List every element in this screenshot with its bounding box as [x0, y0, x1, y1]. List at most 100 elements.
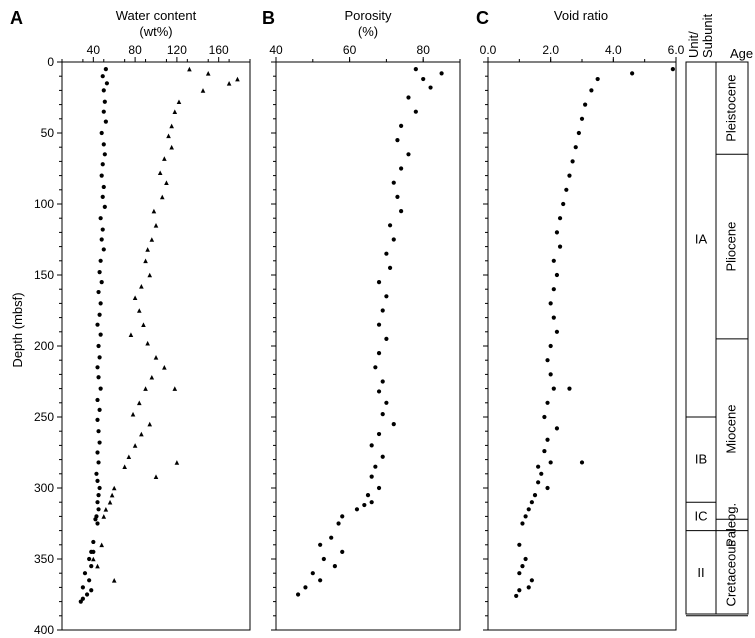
- panel-b-points: [295, 67, 444, 597]
- panel-b: Porosity (%) 40 60 80: [269, 8, 461, 631]
- y-tick-label: 400: [34, 623, 54, 637]
- triangle-point: [153, 355, 159, 360]
- circle-point: [384, 294, 389, 299]
- x-tick-label: 2.0: [542, 43, 559, 57]
- panel-letter-a: A: [10, 8, 23, 28]
- circle-point: [94, 471, 99, 476]
- circle-point: [369, 500, 374, 505]
- circle-point: [387, 223, 393, 228]
- circle-point: [439, 71, 444, 76]
- circle-point: [548, 372, 553, 377]
- circle-point: [551, 386, 556, 391]
- circle-point: [93, 517, 98, 522]
- circle-point: [670, 67, 675, 72]
- circle-point: [376, 322, 382, 327]
- y-tick-label: 100: [34, 197, 54, 211]
- triangle-point: [162, 156, 167, 161]
- circle-point: [579, 460, 585, 465]
- circle-point: [101, 109, 106, 114]
- circle-point: [406, 95, 411, 100]
- circle-point: [318, 542, 323, 547]
- y-tick-label: 150: [34, 268, 54, 282]
- circle-point: [98, 216, 103, 221]
- circle-point: [95, 450, 100, 455]
- circle-point: [542, 448, 547, 454]
- circle-point: [102, 99, 107, 104]
- circle-point: [80, 585, 85, 590]
- triangle-point: [122, 464, 127, 469]
- circle-point: [369, 474, 374, 479]
- circle-point: [98, 258, 103, 263]
- circle-point: [95, 417, 100, 422]
- circle-point: [95, 322, 100, 327]
- panel-letter-c: C: [476, 8, 489, 28]
- circle-point: [551, 315, 556, 320]
- circle-point: [310, 571, 315, 576]
- age-label: Miocene: [723, 404, 738, 453]
- x-tick-label: 120: [167, 43, 187, 57]
- panel-a-subtitle: (wt%): [139, 24, 172, 39]
- triangle-point: [95, 563, 100, 569]
- circle-point: [557, 244, 563, 249]
- circle-point: [369, 443, 374, 448]
- circle-point: [97, 485, 102, 491]
- circle-point: [536, 480, 541, 485]
- circle-point: [365, 493, 371, 498]
- circle-point: [529, 500, 534, 505]
- circle-point: [548, 460, 553, 465]
- circle-point: [380, 412, 385, 417]
- circle-point: [526, 507, 531, 512]
- triangle-point: [169, 144, 174, 150]
- circle-point: [595, 76, 600, 82]
- x-tick-label: 40: [87, 43, 101, 57]
- circle-point: [97, 440, 102, 445]
- circle-point: [517, 588, 522, 593]
- triangle-point: [147, 421, 153, 427]
- circle-point: [529, 578, 534, 583]
- circle-point: [428, 85, 433, 90]
- unit-column-frame: [685, 61, 717, 615]
- triangle-point: [130, 411, 136, 417]
- circle-point: [96, 429, 101, 434]
- circle-point: [413, 67, 418, 72]
- circle-point: [391, 237, 396, 242]
- y-tick-label: 350: [34, 552, 54, 566]
- circle-point: [567, 386, 572, 391]
- circle-point: [295, 592, 301, 597]
- unit-label: II: [697, 565, 704, 580]
- circle-point: [395, 138, 400, 143]
- circle-point: [579, 116, 585, 121]
- panel-c: Void ratio 0.0 2.0 4.0 6.0: [480, 8, 685, 631]
- circle-point: [421, 76, 426, 82]
- age-label: Pliocene: [723, 222, 738, 272]
- triangle-point: [132, 443, 138, 448]
- circle-point: [78, 599, 83, 604]
- circle-point: [354, 507, 360, 512]
- circle-point: [380, 454, 385, 459]
- triangle-point: [101, 514, 107, 519]
- triangle-point: [164, 180, 169, 185]
- circle-point: [303, 585, 308, 590]
- triangle-point: [139, 284, 144, 289]
- circle-point: [95, 500, 100, 505]
- circle-point: [523, 556, 528, 562]
- panel-b-title: Porosity: [345, 8, 392, 23]
- circle-point: [95, 397, 100, 403]
- circle-point: [542, 414, 547, 420]
- circle-point: [589, 88, 594, 93]
- circle-point: [82, 571, 88, 576]
- circle-point: [517, 542, 522, 547]
- circle-point: [96, 507, 101, 512]
- age-column-frame: [715, 61, 749, 615]
- circle-point: [539, 471, 544, 476]
- x-tick-label: 6.0: [668, 43, 685, 57]
- y-tick-label: 50: [41, 126, 55, 140]
- triangle-point: [91, 556, 96, 562]
- circle-point: [89, 588, 94, 593]
- circle-point: [557, 216, 563, 221]
- age-label: Cretaceous: [723, 539, 738, 606]
- circle-point: [329, 535, 334, 540]
- circle-point: [526, 585, 531, 590]
- panel-c-title: Void ratio: [554, 8, 608, 23]
